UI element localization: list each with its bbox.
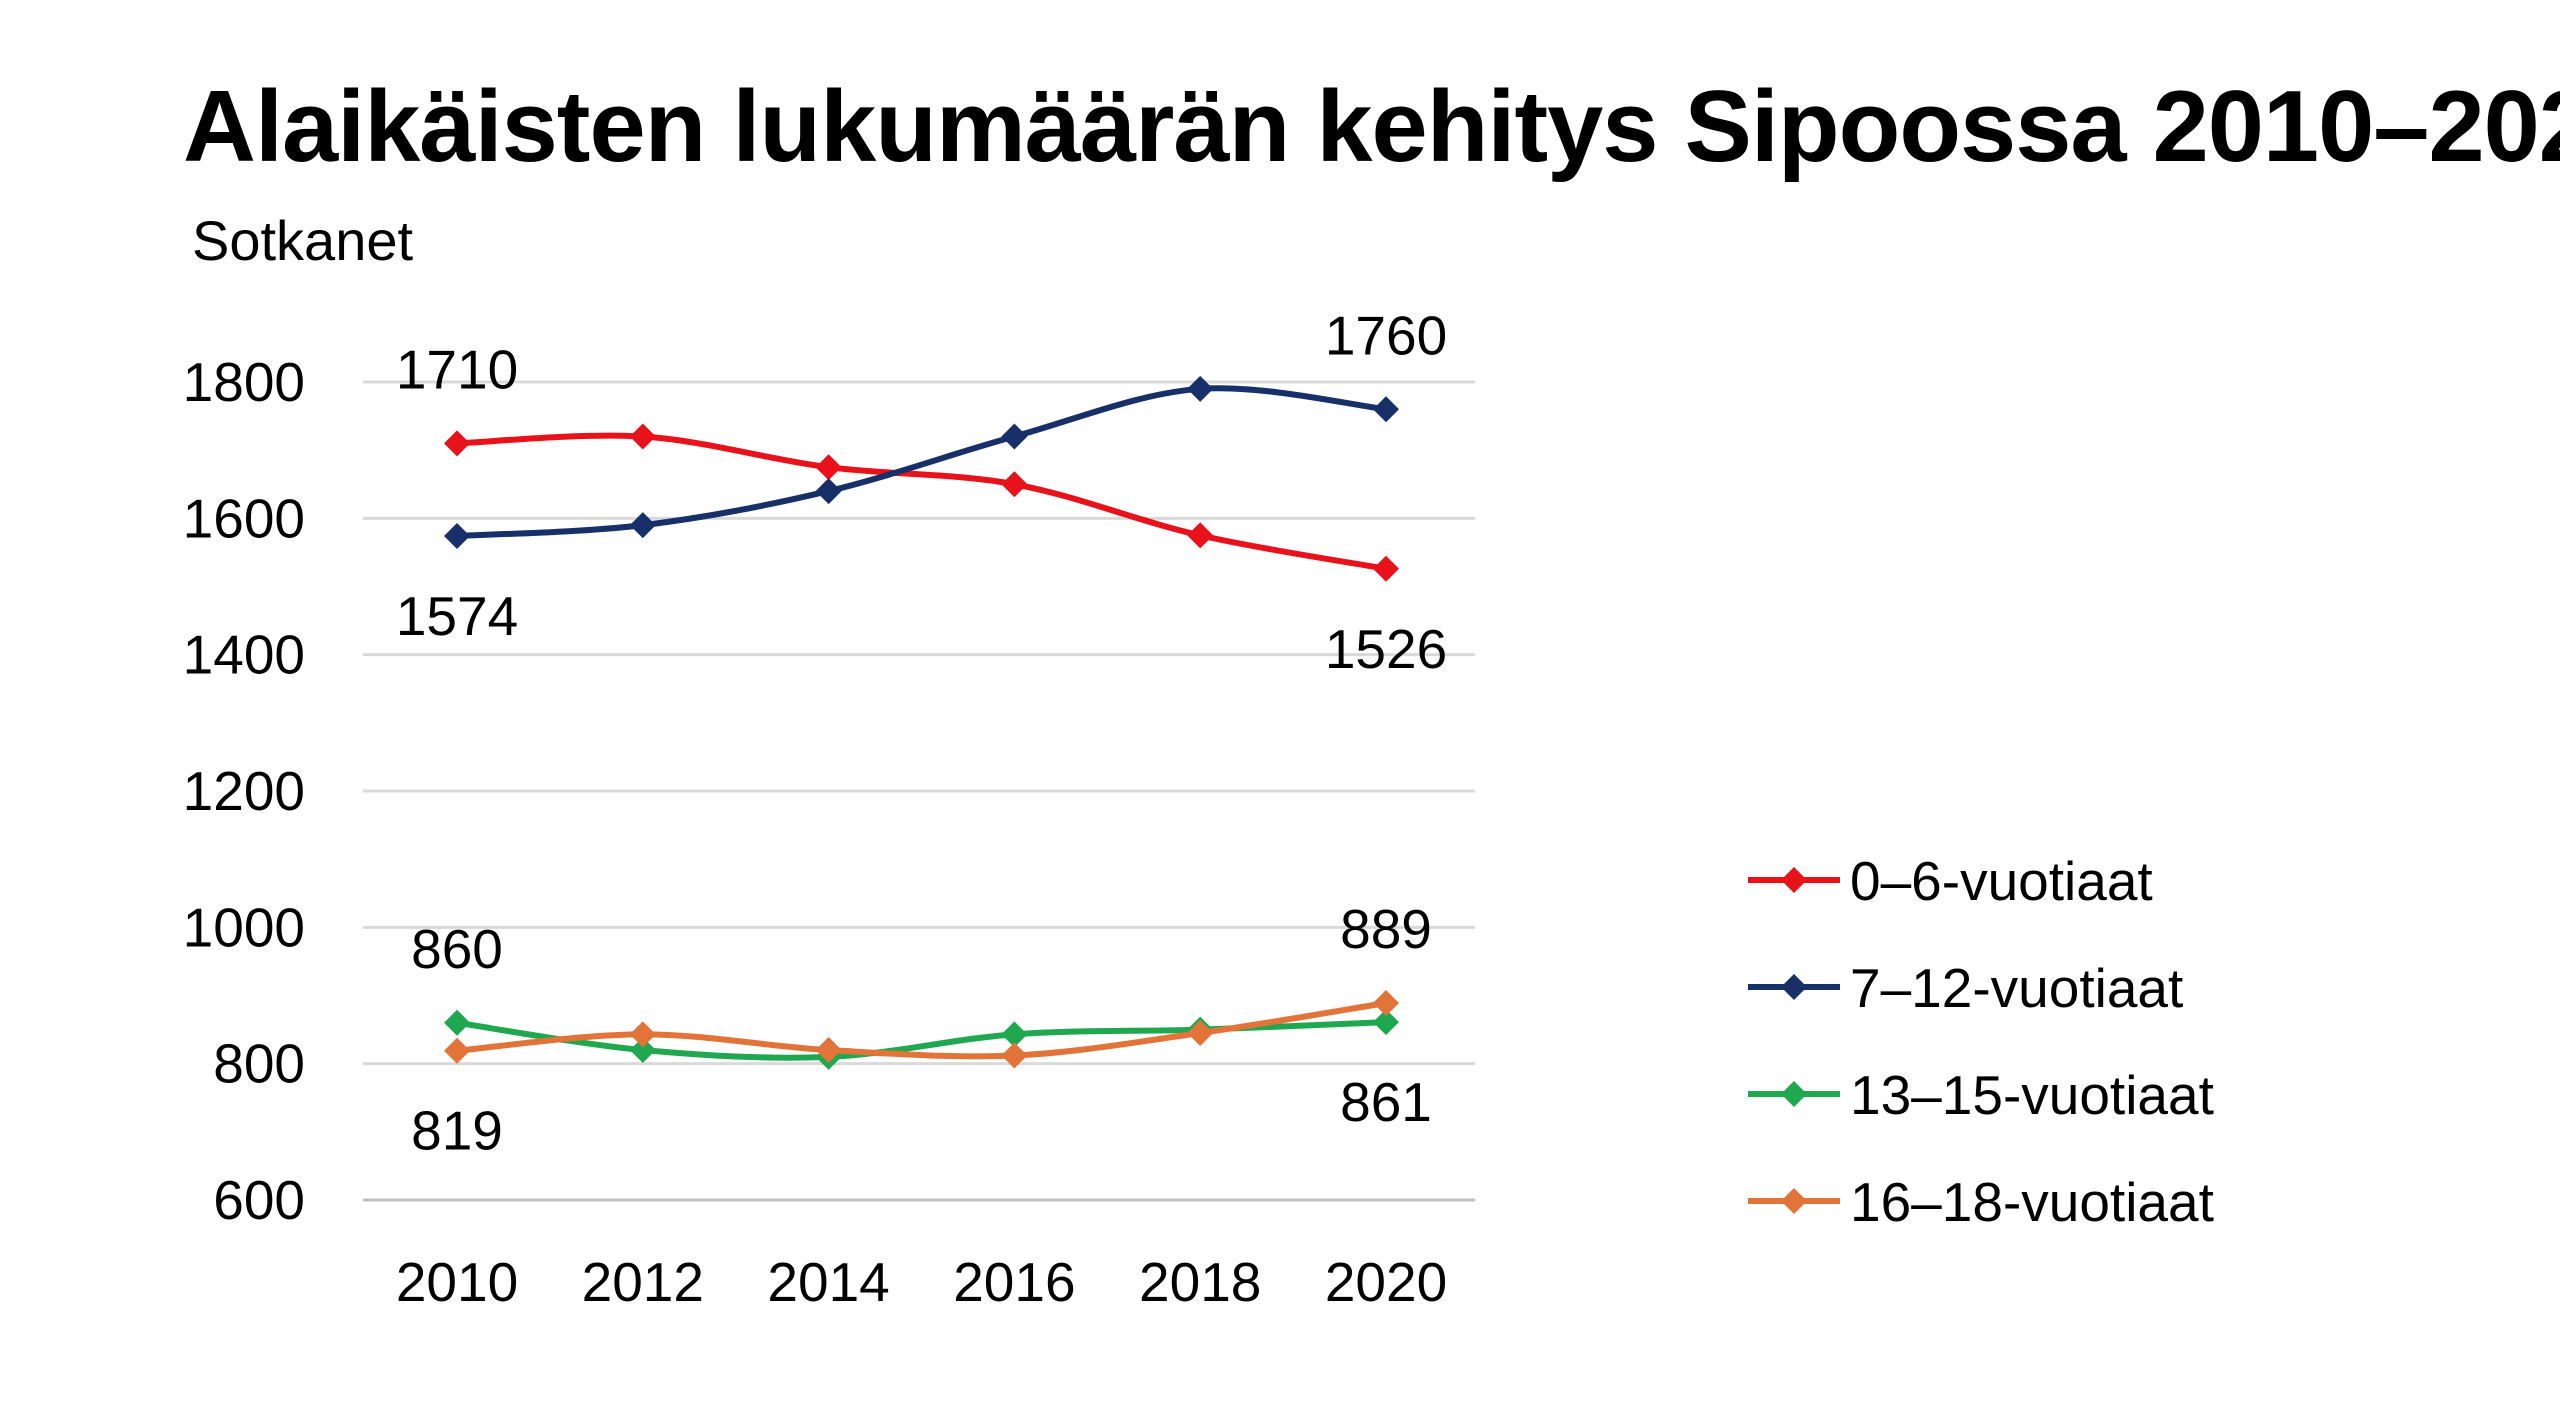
y-tick-label: 600 — [213, 1169, 305, 1231]
data-label: 1760 — [1325, 304, 1447, 366]
y-tick-label: 1400 — [183, 624, 305, 686]
legend-label: 13–15-vuotiaat — [1850, 1064, 2214, 1126]
legend-item: 13–15-vuotiaat — [1748, 1064, 2214, 1126]
data-point — [1187, 1019, 1214, 1046]
data-point — [815, 454, 842, 481]
data-point — [629, 1037, 656, 1064]
series-2 — [444, 375, 1399, 550]
legend-item: 7–12-vuotiaat — [1748, 957, 2183, 1019]
legend-marker — [1781, 974, 1807, 1000]
legend-marker — [1781, 867, 1807, 893]
data-label: 1574 — [396, 585, 518, 647]
data-labels: 1710 1526 1574 1760 860 861 819 889 — [396, 304, 1447, 1161]
legend-label: 7–12-vuotiaat — [1850, 957, 2183, 1019]
data-label: 861 — [1340, 1071, 1432, 1133]
data-point — [1187, 375, 1214, 402]
x-tick-label: 2010 — [396, 1251, 518, 1313]
data-label: 889 — [1340, 898, 1432, 960]
x-tick-label: 2014 — [767, 1251, 889, 1313]
x-axis-ticks: 2010 2012 2014 2016 2018 2020 — [396, 1251, 1447, 1313]
data-point — [629, 423, 656, 450]
data-point — [1001, 1021, 1028, 1048]
data-point — [815, 478, 842, 505]
x-tick-label: 2020 — [1325, 1251, 1447, 1313]
legend-marker — [1781, 1081, 1807, 1107]
series-line — [456, 385, 1387, 540]
y-tick-label: 1000 — [183, 896, 305, 958]
data-point — [1001, 471, 1028, 498]
data-point — [1187, 522, 1214, 549]
series-lines — [444, 375, 1399, 1070]
data-label: 1526 — [1325, 618, 1447, 680]
legend: 0–6-vuotiaat 7–12-vuotiaat 13–15-vuotiaat 1… — [1748, 850, 2214, 1233]
y-tick-label: 1600 — [183, 487, 305, 549]
data-point — [1001, 1042, 1028, 1069]
data-point — [444, 1037, 470, 1064]
data-label: 1710 — [396, 338, 518, 400]
data-point — [1373, 555, 1399, 582]
data-point — [629, 1021, 656, 1048]
chart-subtitle: Sotkanet — [192, 209, 414, 272]
data-point — [1001, 423, 1028, 450]
data-point — [815, 1037, 842, 1064]
data-point — [629, 512, 656, 539]
data-point — [444, 1009, 470, 1036]
legend-item: 0–6-vuotiaat — [1748, 850, 2153, 912]
series-1 — [444, 423, 1399, 582]
x-tick-label: 2016 — [953, 1251, 1075, 1313]
gridlines — [363, 380, 1475, 1066]
data-point — [444, 430, 470, 457]
data-label: 819 — [411, 1100, 503, 1162]
legend-item: 16–18-vuotiaat — [1748, 1171, 2214, 1233]
legend-marker — [1781, 1188, 1807, 1214]
data-point — [1373, 1009, 1399, 1036]
y-tick-label: 1200 — [183, 760, 305, 822]
data-label: 860 — [411, 918, 503, 980]
series-line — [456, 432, 1387, 572]
x-tick-label: 2018 — [1139, 1251, 1261, 1313]
y-tick-label: 1800 — [183, 351, 305, 413]
y-axis-ticks: 600 800 1000 1200 1400 1600 1800 — [183, 351, 305, 1231]
data-point — [1373, 396, 1399, 423]
y-tick-label: 800 — [213, 1033, 305, 1095]
data-point — [444, 523, 470, 550]
series-line — [456, 1000, 1387, 1060]
data-point — [1373, 989, 1399, 1016]
series-4 — [444, 989, 1399, 1069]
chart-title: Alaikäisten lukumäärän kehitys Sipoossa … — [183, 71, 2560, 183]
legend-label: 0–6-vuotiaat — [1850, 850, 2153, 912]
legend-label: 16–18-vuotiaat — [1850, 1171, 2214, 1233]
x-tick-label: 2012 — [582, 1251, 704, 1313]
